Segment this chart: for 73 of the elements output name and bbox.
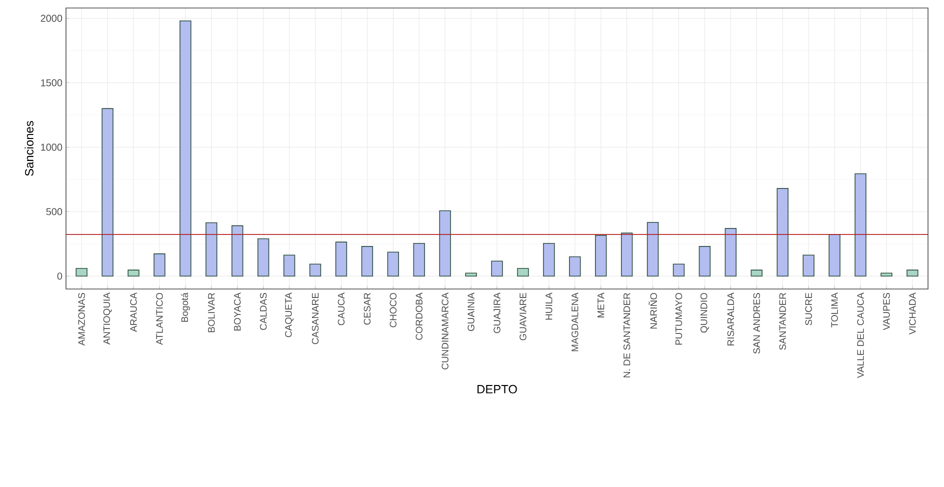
bar <box>309 264 322 277</box>
x-tick-label: N. DE SANTANDER <box>623 292 630 378</box>
bar <box>620 232 633 277</box>
bar <box>724 228 737 277</box>
x-tick-label: CASANARE <box>312 292 319 344</box>
x-tick-label: ARAUCA <box>130 292 137 332</box>
x-tick-label: MAGDALENA <box>572 292 578 352</box>
bar <box>569 256 581 277</box>
x-tick-label: CAQUETA <box>285 292 294 338</box>
y-tick-label: 0 <box>57 272 62 280</box>
bar <box>646 222 659 277</box>
x-tick-label: BOYACA <box>234 292 241 330</box>
x-tick-label: META <box>598 292 604 318</box>
x-tick-label: HUILA <box>546 292 552 320</box>
bar <box>439 210 451 277</box>
x-tick-label: TOLIMA <box>831 292 838 328</box>
x-tick-label: GUAJIRA <box>494 292 500 334</box>
bar <box>828 234 840 277</box>
x-tick-label: Bogotá <box>180 292 190 322</box>
bar <box>698 246 711 277</box>
bar <box>413 242 425 277</box>
bar <box>102 108 114 277</box>
bar <box>283 254 296 277</box>
x-tick-label: SANTANDER <box>779 292 786 350</box>
bar <box>491 260 503 277</box>
x-tick-label: SUCRE <box>805 292 812 326</box>
x-tick-label: ANTIOQUIA <box>103 292 112 345</box>
x-tick-label: AMAZONAS <box>78 292 85 346</box>
bar <box>76 268 88 277</box>
x-tick-label: CAUCA <box>338 292 345 326</box>
x-tick-label: VICHADA <box>909 292 916 335</box>
x-tick-label: BOLIVAR <box>208 292 215 332</box>
y-axis-title: Sanciones <box>24 121 34 176</box>
y-tick-label: 2000 <box>40 14 62 22</box>
x-tick-label: CALDAS <box>260 292 267 330</box>
x-tick-label: VALLE DEL CAUCA <box>857 292 864 378</box>
bar <box>802 254 814 277</box>
bar <box>906 270 918 277</box>
bar <box>180 20 192 277</box>
bar <box>750 270 762 277</box>
bar <box>232 225 244 277</box>
bar <box>776 188 788 277</box>
x-axis-title: DEPTO <box>478 384 517 394</box>
bar <box>517 268 529 277</box>
x-tick-label: CUNDINAMARCA <box>442 292 448 370</box>
bar <box>543 242 555 277</box>
y-tick-label: 500 <box>46 208 62 216</box>
bar <box>672 264 685 277</box>
x-tick-label: NARIÑO <box>648 292 657 329</box>
bar <box>128 270 140 277</box>
x-tick-label: CORDOBA <box>416 292 422 340</box>
x-tick-label: SAN ANDRES <box>753 292 760 354</box>
bar <box>257 238 270 277</box>
x-tick-label: PUTUMAYO <box>675 292 682 345</box>
x-tick-label: CHOCO <box>390 292 396 328</box>
bar <box>880 272 892 277</box>
bar <box>361 246 374 277</box>
x-tick-label: GUAINIA <box>468 292 474 331</box>
bar <box>335 242 348 277</box>
bar <box>206 222 218 277</box>
y-tick-label: 1000 <box>41 144 62 151</box>
x-tick-label: CESAR <box>364 292 371 325</box>
bar <box>154 253 166 277</box>
x-tick-label: VAUPES <box>883 292 890 330</box>
bar <box>387 252 399 277</box>
x-tick-label: GUAVIARE <box>520 292 526 340</box>
bar <box>465 272 477 277</box>
bar <box>595 234 607 277</box>
x-tick-label: QUINDIO <box>700 292 709 333</box>
y-tick-label: 1500 <box>41 79 62 86</box>
x-tick-label: RISARALDA <box>727 292 734 346</box>
x-tick-label: ATLANTICO <box>156 292 163 345</box>
bar <box>854 173 866 277</box>
